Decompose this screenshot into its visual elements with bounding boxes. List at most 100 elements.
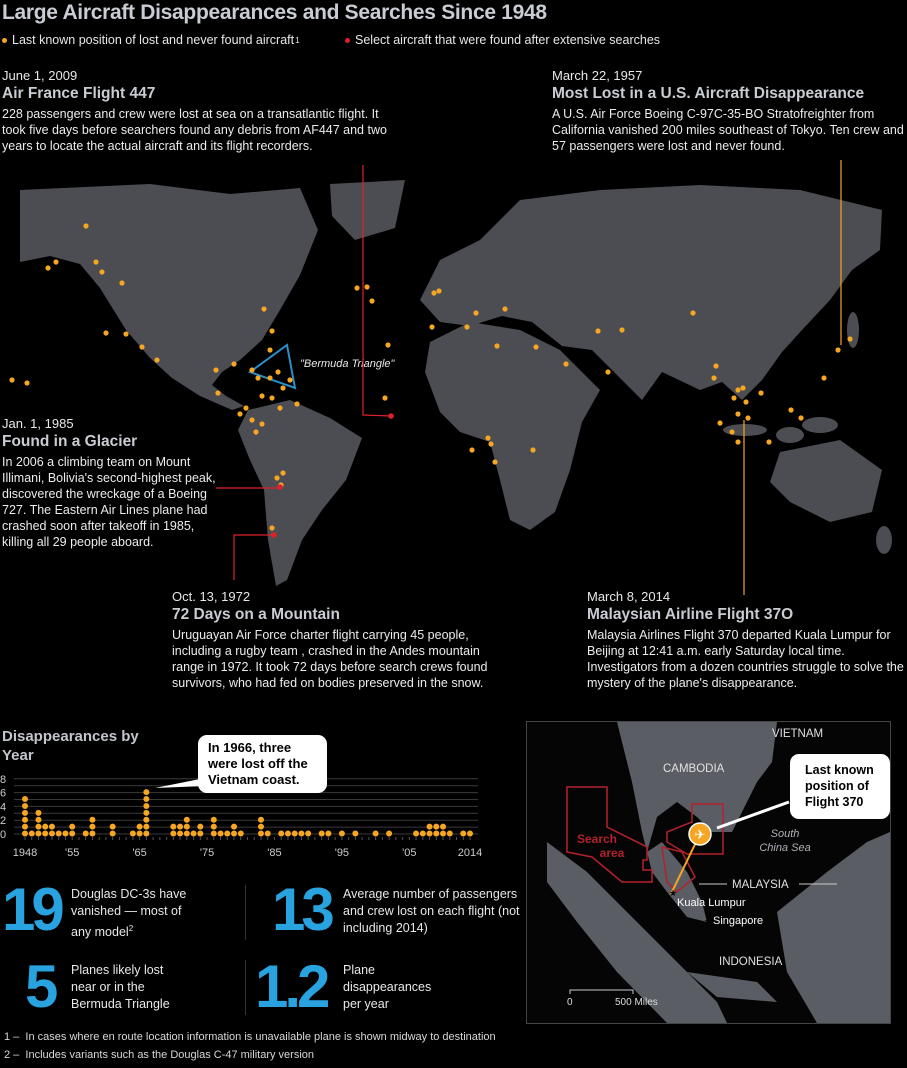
chart-dot-1989: [298, 830, 305, 837]
label-cambodia: CAMBODIA: [663, 763, 725, 775]
x-tick-label: '05: [402, 847, 416, 859]
label-malaysia: MALAYSIA: [732, 879, 789, 891]
singapore-star-icon: ★: [704, 916, 712, 926]
chart-dot-1984: [264, 830, 271, 837]
lost-aircraft-dot: [488, 441, 494, 447]
chart-dot-2010: [440, 823, 447, 830]
australia: [770, 440, 882, 522]
story-body: 228 passengers and crew were lost at sea…: [2, 107, 387, 153]
chart-dot-1974: [197, 823, 204, 830]
chart-dot-1948: [22, 809, 28, 816]
chart-dot-1978: [224, 830, 231, 837]
lost-aircraft-dot: [83, 223, 89, 229]
chart-dot-1954: [62, 830, 69, 837]
lost-aircraft-dot: [469, 447, 475, 453]
story-headline: 72 Days on a Mountain: [172, 606, 340, 623]
chart-dot-1948: [22, 796, 28, 803]
lost-aircraft-dot: [464, 324, 470, 330]
chart-dot-1970: [170, 830, 177, 837]
x-tick-label: '95: [335, 847, 349, 859]
chart-dot-2008: [426, 823, 433, 830]
lost-aircraft-dot: [713, 363, 719, 369]
lost-aircraft-dot: [743, 399, 749, 405]
chart-dot-2006: [413, 830, 420, 837]
chart-dot-1951: [42, 823, 49, 830]
chart-dot-1948: [22, 816, 28, 823]
chart-dot-1993: [325, 830, 332, 837]
lost-aircraft-dot: [735, 387, 741, 393]
chart-dot-2010: [440, 830, 447, 837]
svg-text:500 Miles: 500 Miles: [615, 997, 658, 1008]
legend-found-label: Select aircraft that were found after ex…: [355, 33, 661, 47]
lost-aircraft-dot: [729, 429, 735, 435]
lost-aircraft-dot: [821, 375, 827, 381]
story-body: A U.S. Air Force Boeing C-97C-35-BO Stra…: [552, 107, 904, 153]
stat-number: 19: [2, 876, 65, 943]
x-tick-label: 1948: [13, 847, 37, 859]
chart-dot-1992: [318, 830, 325, 837]
lost-aircraft-dot: [473, 310, 479, 316]
lost-aircraft-dot: [436, 288, 442, 294]
red-dot-icon: [345, 37, 350, 43]
lost-aircraft-dot: [619, 327, 625, 333]
lost-aircraft-dot: [253, 429, 259, 435]
story-date: June 1, 2009: [2, 68, 78, 83]
lost-aircraft-dot: [798, 415, 804, 421]
lost-aircraft-dot: [788, 407, 794, 413]
lost-aircraft-dot: [53, 259, 59, 265]
bermuda-triangle: [247, 343, 297, 390]
africa: [425, 322, 600, 530]
chart-dot-1988: [291, 830, 298, 837]
callout-text: Last known position of Flight 370: [805, 763, 874, 809]
chart-dot-1987: [284, 830, 291, 837]
story-body: Malaysia Airlines Flight 370 departed Ku…: [587, 628, 904, 690]
lost-aircraft-dot: [533, 344, 539, 350]
chart-annotation: In 1966, three were lost off the Vietnam…: [198, 735, 327, 793]
lost-aircraft-dot: [259, 421, 265, 427]
chart-dot-1966: [143, 809, 150, 816]
south-america: [238, 400, 362, 586]
lost-aircraft-dot: [502, 306, 508, 312]
lost-aircraft-dot: [835, 347, 841, 353]
greenland: [330, 180, 405, 240]
page-title: Large Aircraft Disappearances and Search…: [2, 1, 547, 24]
plane-icon: [688, 822, 712, 846]
divider: [245, 885, 246, 940]
legend-found: Select aircraft that were found after ex…: [345, 33, 660, 47]
label-singapore: Singapore: [713, 915, 763, 927]
story-glacier: Jan. 1, 1985 Found in a Glacier In 2006 …: [2, 416, 217, 550]
found-aircraft-dot: [277, 484, 283, 490]
chart-dot-1976: [210, 816, 217, 823]
lost-aircraft-dot: [563, 361, 569, 367]
chart-dot-1950: [35, 809, 42, 816]
chart-dot-1950: [35, 823, 42, 830]
lost-aircraft-dot: [766, 439, 772, 445]
lost-aircraft-dot: [154, 357, 160, 363]
lost-aircraft-dot: [243, 405, 249, 411]
lost-aircraft-dot: [429, 324, 435, 330]
story-date: March 22, 1957: [552, 68, 643, 83]
continents: [20, 180, 892, 586]
chart-dot-2009: [433, 823, 440, 830]
callout-pointer: [155, 778, 205, 788]
chart-dot-2013: [460, 830, 467, 837]
plane-glyph: ✈: [695, 827, 706, 842]
lost-aircraft-dot: [485, 435, 491, 441]
chart-dot-1983: [257, 823, 264, 830]
lost-aircraft-dot: [494, 343, 500, 349]
scale-bar: 0 500 Miles: [567, 989, 658, 1008]
lost-aircraft-dot: [277, 405, 283, 411]
story-af447: June 1, 2009 Air France Flight 447 228 p…: [2, 68, 402, 154]
y-tick-label: 0: [0, 829, 6, 841]
chart-dot-1950: [35, 816, 42, 823]
chart-dot-1955: [69, 823, 76, 830]
chart-dot-1979: [231, 823, 238, 830]
lost-aircraft-dot: [24, 380, 30, 386]
chart-dot-1953: [55, 830, 62, 837]
chart-dot-1958: [89, 823, 96, 830]
y-tick-label: 2: [0, 815, 6, 827]
chart-dot-2011: [446, 830, 453, 837]
lost-aircraft-dot: [287, 377, 293, 383]
chart-dot-1966: [143, 789, 150, 796]
chart-dot-1974: [197, 830, 204, 837]
